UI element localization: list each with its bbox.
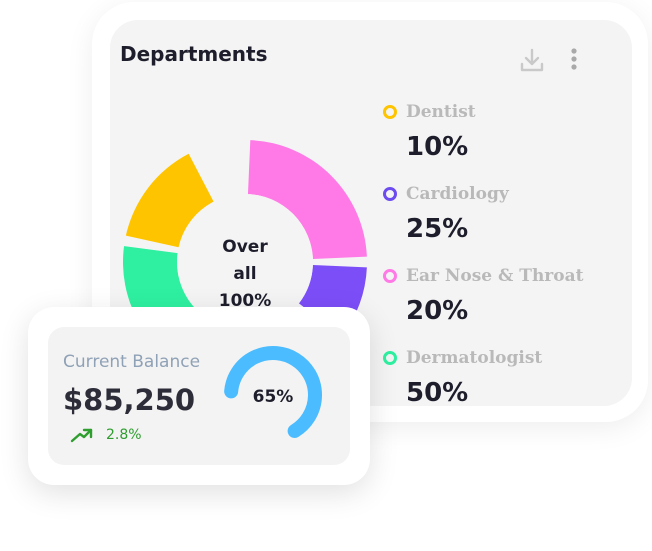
legend-item-dermatologist: Dermatologist 50% <box>380 346 620 406</box>
balance-label: Current Balance <box>63 352 201 372</box>
departments-title: Departments <box>120 42 268 66</box>
trend-up-icon <box>70 428 93 443</box>
gauge-arc <box>224 346 322 439</box>
legend-value: 50% <box>406 378 469 406</box>
legend-label: Cardiology <box>406 184 509 204</box>
download-icon[interactable] <box>518 46 546 74</box>
legend-item-cardiology: Cardiology 25% <box>380 182 620 264</box>
legend-label: Dentist <box>406 102 476 122</box>
legend-label: Dermatologist <box>406 348 543 368</box>
balance-amount: $85,250 <box>63 383 196 417</box>
legend-value: 25% <box>406 214 469 244</box>
donut-segment-dentist <box>125 153 214 248</box>
donut-hole <box>177 194 313 330</box>
legend-value: 20% <box>406 296 469 326</box>
legend-dot-icon <box>383 187 397 201</box>
center-label-line-2: all <box>233 264 257 284</box>
gauge-label: 65% <box>252 387 294 407</box>
balance-gauge <box>224 346 322 439</box>
legend-label: Ear Nose & Throat <box>406 266 584 286</box>
legend-item-dentist: Dentist 10% <box>380 100 620 182</box>
departments-card: Departments Over all 100% Dentist 10% Ca… <box>110 20 632 406</box>
donut-center-label: Over all 100% <box>205 234 285 315</box>
legend-dot-icon <box>383 269 397 283</box>
more-vertical-icon[interactable] <box>566 46 582 72</box>
donut-segment-ear-nose-throat <box>247 140 367 260</box>
center-label-line-1: Over <box>222 237 268 257</box>
current-balance-card: Current Balance $85,250 2.8% 65% <box>48 327 350 465</box>
legend-dot-icon <box>383 351 397 365</box>
center-label-line-3: 100% <box>218 291 272 311</box>
legend-value: 10% <box>406 132 469 162</box>
departments-legend: Dentist 10% Cardiology 25% Ear Nose & Th… <box>380 100 620 406</box>
legend-dot-icon <box>383 105 397 119</box>
legend-item-ent: Ear Nose & Throat 20% <box>380 264 620 346</box>
trend-value: 2.8% <box>106 427 142 443</box>
